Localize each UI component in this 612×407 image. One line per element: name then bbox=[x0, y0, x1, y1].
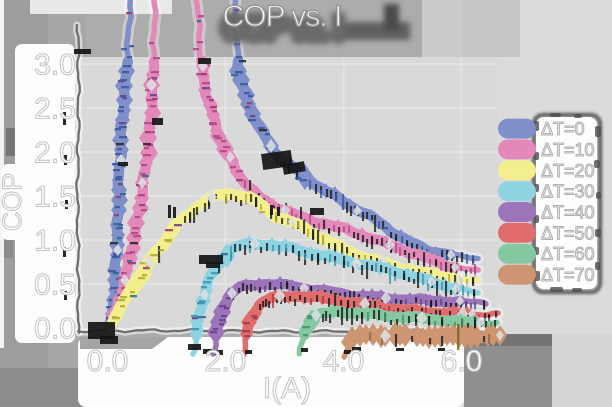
svg-text:2.0: 2.0 bbox=[205, 345, 247, 378]
svg-text:4.0: 4.0 bbox=[323, 345, 365, 378]
svg-text:COP vs. I: COP vs. I bbox=[223, 12, 342, 45]
svg-text:3.0: 3.0 bbox=[34, 49, 76, 82]
svg-text:I(A): I(A) bbox=[263, 372, 311, 405]
svg-text:2.5: 2.5 bbox=[34, 93, 76, 126]
svg-text:ΔT=70: ΔT=70 bbox=[541, 265, 595, 285]
svg-text:0.0: 0.0 bbox=[34, 313, 76, 346]
svg-text:1.0: 1.0 bbox=[34, 225, 76, 258]
svg-text:ΔT=40: ΔT=40 bbox=[541, 203, 595, 223]
svg-text:2.0: 2.0 bbox=[34, 137, 76, 170]
svg-text:ΔT=20: ΔT=20 bbox=[541, 161, 595, 181]
svg-text:COP: COP bbox=[0, 173, 27, 232]
svg-text:6.0: 6.0 bbox=[441, 345, 483, 378]
svg-text:ΔT=50: ΔT=50 bbox=[541, 223, 595, 243]
svg-text:COP vs. I: COP vs. I bbox=[223, 0, 342, 33]
svg-text:ΔT=0: ΔT=0 bbox=[541, 119, 585, 139]
svg-text:ΔT=10: ΔT=10 bbox=[541, 140, 595, 160]
svg-text:ΔT=30: ΔT=30 bbox=[541, 182, 595, 202]
svg-text:1.5: 1.5 bbox=[34, 181, 76, 214]
svg-text:ΔT=60: ΔT=60 bbox=[541, 244, 595, 264]
svg-text:0.5: 0.5 bbox=[34, 269, 76, 302]
svg-text:0.0: 0.0 bbox=[87, 345, 129, 378]
